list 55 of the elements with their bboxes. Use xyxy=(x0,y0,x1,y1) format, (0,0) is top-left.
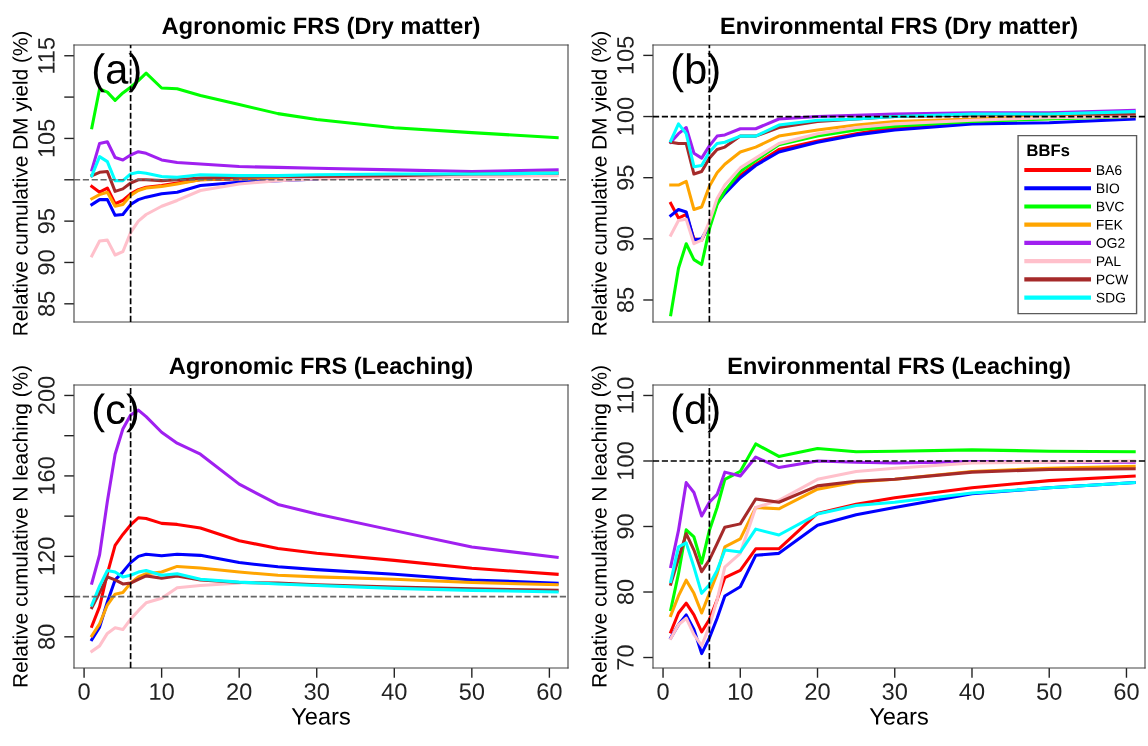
y-tick-label: 160 xyxy=(38,457,55,494)
y-tick-label: 80 xyxy=(617,579,634,605)
y-tick-label: 85 xyxy=(38,291,55,316)
annotation: (a) xyxy=(93,53,140,93)
x-tick-label: 60 xyxy=(537,683,562,700)
legend-label: FEK xyxy=(1096,220,1123,230)
chart-title: Environmental FRS (Leaching) xyxy=(728,356,1070,379)
x-tick-label: 0 xyxy=(78,683,90,700)
y-tick-label: 80 xyxy=(38,624,55,649)
x-tick-label: 50 xyxy=(459,683,485,700)
y-tick-label: 100 xyxy=(617,97,634,135)
y-tick-label: 95 xyxy=(38,208,55,234)
legend-label: BA6 xyxy=(1096,165,1122,176)
y-tick-label: 70 xyxy=(617,645,634,670)
legend-label: SDG xyxy=(1096,292,1125,303)
x-tick-label: 60 xyxy=(1114,683,1139,700)
y-tick-label: 110 xyxy=(617,377,634,413)
x-axis-title: Years xyxy=(869,708,928,725)
y-axis-title: Relative cumulative DM yield (%) xyxy=(12,31,32,335)
legend-label: BVC xyxy=(1096,201,1124,212)
annotation: (d) xyxy=(672,393,719,433)
chart-title: Environmental FRS (Dry matter) xyxy=(721,16,1077,39)
x-tick-label: 10 xyxy=(728,683,753,700)
x-tick-label: 50 xyxy=(1037,683,1062,700)
x-tick-label: 40 xyxy=(381,683,407,700)
chart-title: Agronomic FRS (Leaching) xyxy=(169,356,472,379)
x-tick-label: 30 xyxy=(882,683,907,700)
y-tick-label: 85 xyxy=(617,287,634,313)
y-tick-label: 200 xyxy=(38,376,55,414)
y-axis-title: Relative cumulative N leaching (%) xyxy=(12,366,32,687)
x-tick-label: 40 xyxy=(959,683,985,700)
y-axis-title: Relative cumulative N leaching (%) xyxy=(591,366,611,687)
y-tick-label: 105 xyxy=(617,36,634,74)
y-tick-label: 115 xyxy=(38,37,55,73)
y-tick-label: 100 xyxy=(617,442,634,479)
y-tick-label: 90 xyxy=(617,226,634,251)
chart-title: Agronomic FRS (Dry matter) xyxy=(162,16,480,39)
x-tick-label: 20 xyxy=(805,683,830,700)
legend-title: BBFs xyxy=(1027,144,1070,157)
legend-label: PCW xyxy=(1096,274,1129,285)
legend-label: PAL xyxy=(1096,256,1121,267)
x-tick-label: 0 xyxy=(657,683,669,700)
x-axis-title: Years xyxy=(291,708,350,725)
y-axis-title: Relative cumulative DM yield (%) xyxy=(591,31,611,335)
y-tick-label: 90 xyxy=(38,250,55,275)
x-tick-label: 10 xyxy=(150,683,174,700)
y-tick-label: 95 xyxy=(617,165,634,190)
x-tick-label: 20 xyxy=(227,683,252,700)
x-tick-label: 30 xyxy=(304,683,329,700)
annotation: (b) xyxy=(672,53,719,93)
legend-label: BIO xyxy=(1096,183,1120,194)
y-tick-label: 105 xyxy=(38,119,55,157)
y-tick-label: 90 xyxy=(617,514,634,539)
y-tick-label: 120 xyxy=(38,537,55,575)
legend-label: OG2 xyxy=(1096,238,1125,248)
